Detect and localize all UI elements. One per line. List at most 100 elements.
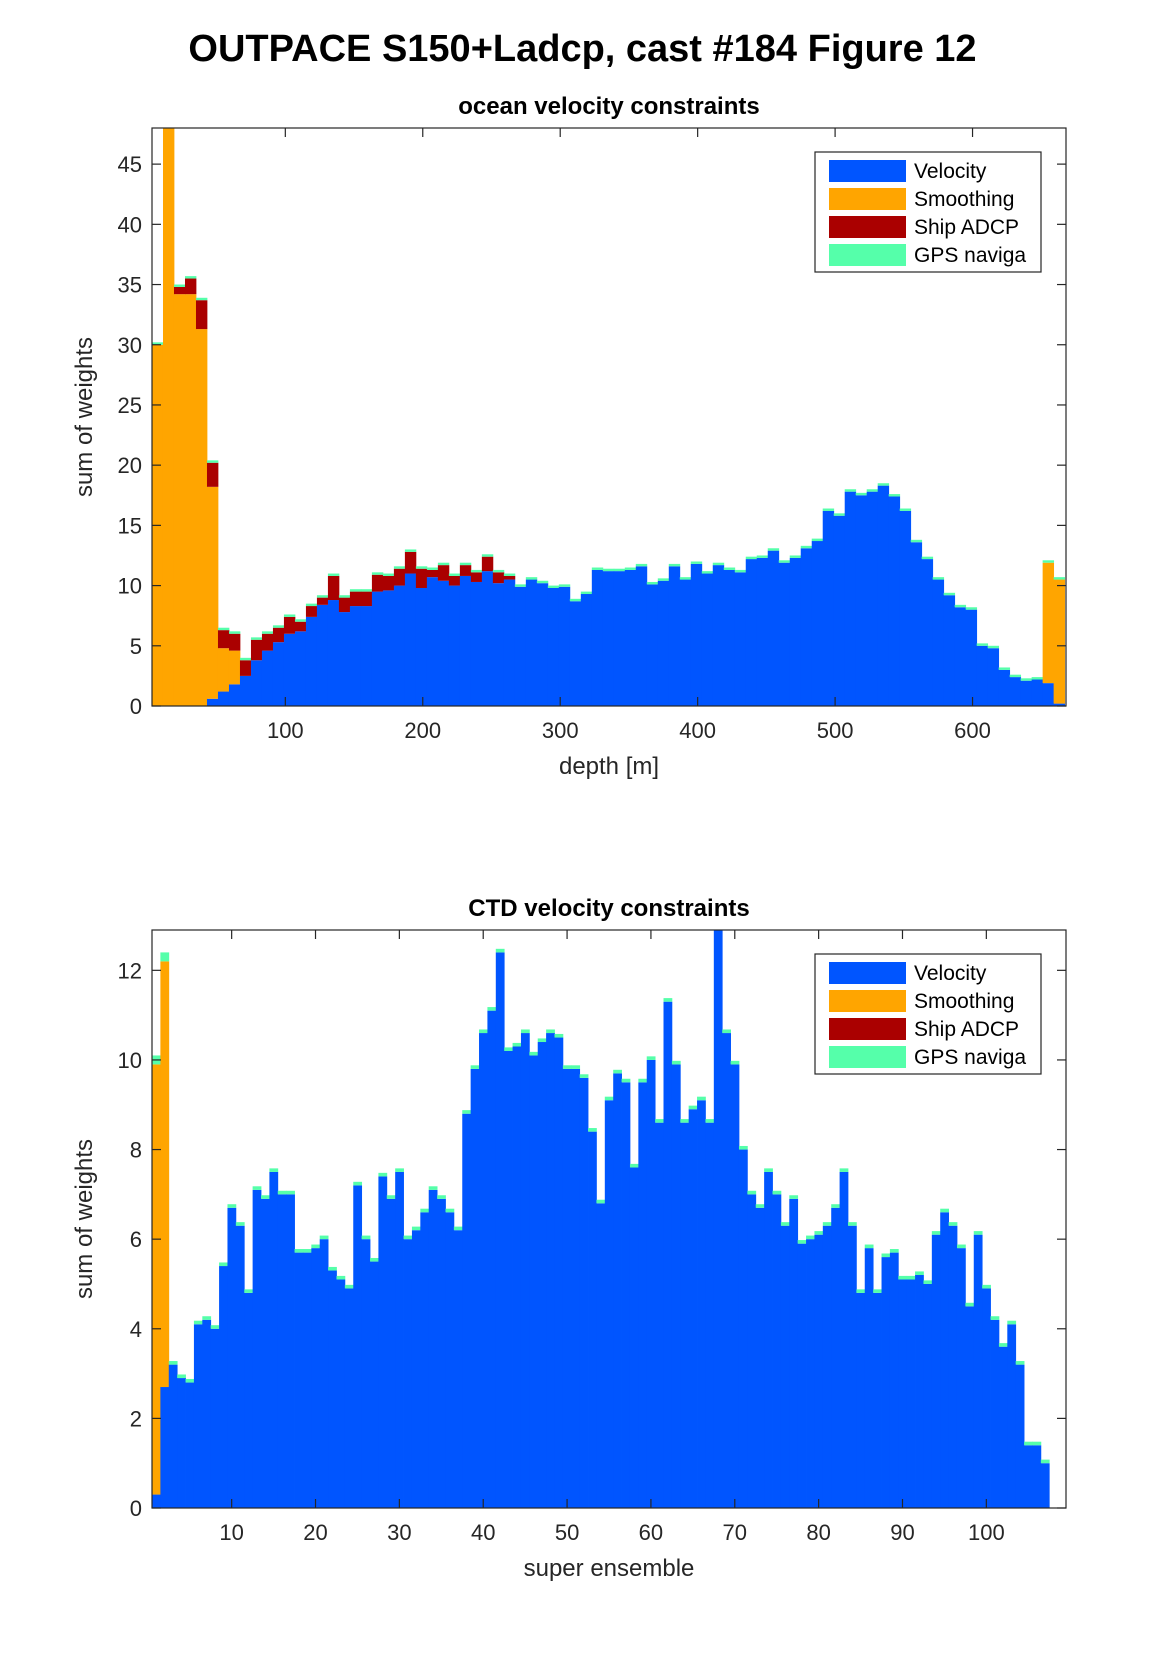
bar-segment bbox=[305, 616, 318, 706]
bar-segment bbox=[588, 1131, 597, 1508]
bar-segment bbox=[261, 1195, 270, 1199]
bar-segment bbox=[982, 1288, 991, 1508]
bar-segment bbox=[822, 510, 835, 706]
x-tick-label: 600 bbox=[954, 718, 991, 743]
bar-segment bbox=[690, 561, 703, 564]
legend: Velocity Smoothing Ship ADCP GPS naviga bbox=[814, 151, 1042, 273]
bar-segment bbox=[316, 595, 329, 598]
bar-segment bbox=[185, 1378, 195, 1383]
y-tick-label: 25 bbox=[118, 393, 142, 418]
bar-segment bbox=[998, 1343, 1008, 1347]
bar-segment bbox=[1024, 1445, 1033, 1508]
bar-segment bbox=[160, 952, 170, 962]
bar-segment bbox=[888, 496, 901, 706]
bar-segment bbox=[638, 1078, 648, 1083]
bar-segment bbox=[252, 1186, 262, 1190]
bar-segment bbox=[426, 569, 439, 578]
bar-segment bbox=[250, 637, 263, 640]
bar-segment bbox=[745, 556, 758, 560]
bar-segment bbox=[789, 555, 802, 558]
bar-segment bbox=[604, 1100, 614, 1508]
bar-segment bbox=[613, 571, 626, 706]
bar-segment bbox=[470, 1068, 480, 1508]
bar-segment bbox=[789, 557, 802, 706]
bar-segment bbox=[316, 597, 329, 605]
bar-segment bbox=[764, 1171, 773, 1508]
bar-segment bbox=[415, 568, 428, 588]
bar-segment bbox=[730, 1064, 740, 1508]
bar-segment bbox=[646, 581, 659, 585]
bar-segment bbox=[806, 1235, 815, 1240]
bar-segment bbox=[217, 691, 230, 706]
bar-segment bbox=[806, 1239, 815, 1508]
chart-2: 10 20 30 40 50 60 70 80 90 100 0 2 4 6 8 10 12 CTD veloci… bbox=[71, 895, 1067, 1582]
y-axis-label: sum of weights bbox=[71, 1139, 98, 1299]
bar-segment bbox=[250, 639, 263, 661]
bar-segment bbox=[338, 612, 351, 706]
bar-segment bbox=[420, 1212, 430, 1508]
bar-segment bbox=[1042, 560, 1055, 563]
bar-segment bbox=[327, 573, 340, 576]
bar-segment bbox=[487, 1007, 497, 1011]
bar-segment bbox=[906, 1279, 916, 1508]
bar-segment bbox=[778, 560, 791, 563]
bar-segment bbox=[921, 559, 934, 706]
bar-segment bbox=[184, 276, 197, 279]
bar-segment bbox=[361, 1239, 371, 1508]
bar-segment bbox=[789, 1195, 799, 1199]
bar-segment bbox=[855, 492, 868, 496]
bar-segment bbox=[382, 573, 395, 576]
y-tick-label: 8 bbox=[130, 1138, 142, 1163]
x-tick-label: 70 bbox=[723, 1520, 747, 1545]
x-tick-label: 100 bbox=[968, 1520, 1005, 1545]
bar-segment bbox=[415, 566, 428, 569]
bar-segment bbox=[448, 573, 461, 576]
bar-segment bbox=[943, 592, 956, 596]
bar-segment bbox=[940, 1212, 950, 1508]
y-tick-label: 0 bbox=[130, 1496, 142, 1521]
bar-segment bbox=[780, 1222, 790, 1226]
bar-segment bbox=[767, 550, 780, 706]
bar-segment bbox=[767, 548, 780, 551]
bar-segment bbox=[987, 645, 1000, 649]
legend-swatch bbox=[829, 1018, 906, 1040]
bar-segment bbox=[738, 1149, 748, 1508]
bar-segment bbox=[252, 1189, 262, 1508]
bar-segment bbox=[283, 616, 296, 634]
bar-segment bbox=[228, 631, 241, 634]
bar-segment bbox=[504, 1047, 513, 1051]
bar-segment bbox=[965, 1302, 975, 1307]
bar-segment bbox=[1040, 1463, 1050, 1508]
bar-segment bbox=[580, 591, 593, 595]
legend-swatch bbox=[829, 244, 906, 266]
legend-swatch bbox=[829, 216, 906, 238]
bar-segment bbox=[1040, 1459, 1050, 1464]
bar-segment bbox=[679, 579, 692, 706]
bar-segment bbox=[437, 580, 450, 706]
bar-segment bbox=[1020, 680, 1033, 706]
y-tick-label: 15 bbox=[118, 513, 142, 538]
bar-segment bbox=[789, 1198, 799, 1508]
y-axis-label: sum of weights bbox=[71, 337, 98, 497]
bar-segment bbox=[998, 667, 1011, 670]
x-tick-label: 100 bbox=[267, 718, 304, 743]
y-tick-label: 6 bbox=[130, 1227, 142, 1252]
bar-segment bbox=[866, 489, 879, 492]
bar-segment bbox=[269, 1168, 279, 1172]
bar-segment bbox=[479, 1029, 488, 1034]
bar-segment bbox=[1053, 579, 1066, 704]
legend-swatch bbox=[829, 160, 906, 182]
bar-segment bbox=[847, 1225, 857, 1508]
bar-segment bbox=[965, 607, 978, 610]
bar-segment bbox=[822, 1222, 832, 1226]
bar-segment bbox=[403, 1239, 413, 1508]
bar-segment bbox=[973, 1234, 983, 1508]
x-tick-label: 80 bbox=[806, 1520, 830, 1545]
bar-segment bbox=[529, 1055, 539, 1508]
bar-segment bbox=[877, 483, 890, 486]
bar-segment bbox=[177, 1374, 186, 1379]
bar-segment bbox=[244, 1292, 254, 1508]
bar-segment bbox=[596, 1199, 606, 1204]
legend-label: GPS naviga bbox=[914, 1046, 1026, 1069]
bar-segment bbox=[360, 606, 373, 706]
